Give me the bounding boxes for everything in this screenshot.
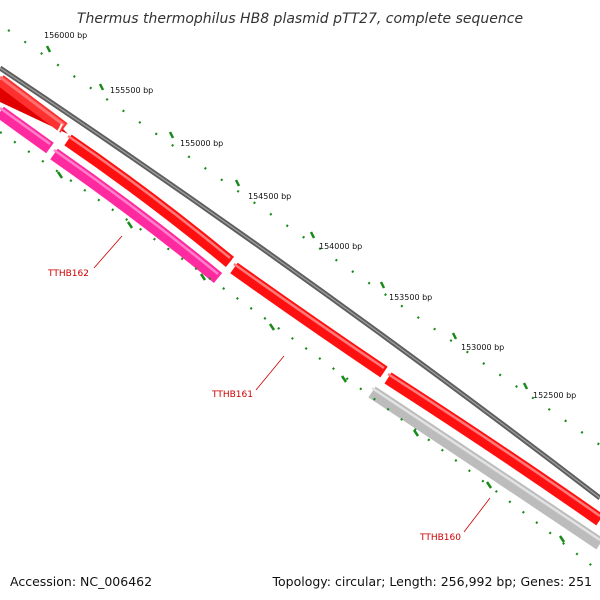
- gene-block-forward: [230, 262, 388, 378]
- tick-mark: [309, 231, 316, 239]
- gene-label-tthb161: TTHB161: [211, 390, 253, 400]
- reverse-gene-track: [0, 106, 600, 550]
- gene-tthb160: [368, 386, 600, 550]
- tick-mark: [412, 429, 420, 437]
- tick-mark: [268, 323, 276, 331]
- inner-scale-ring: [0, 131, 600, 573]
- tick-mark: [340, 375, 348, 383]
- forward-gene-track: [0, 75, 600, 526]
- gene-tthb162: [0, 106, 54, 154]
- tick-mark: [558, 535, 566, 543]
- tick-label-153000: 153000 bp: [461, 343, 504, 352]
- tick-label-154500: 154500 bp: [248, 192, 291, 201]
- tick-mark: [451, 332, 458, 340]
- leader-line-tthb160: [463, 497, 491, 533]
- tick-label-155500: 155500 bp: [110, 86, 153, 95]
- tick-label-155000: 155000 bp: [180, 139, 223, 148]
- outer-scale-ring: [7, 29, 600, 446]
- tick-mark: [98, 83, 105, 91]
- tick-label-156000: 156000 bp: [44, 31, 87, 40]
- gene-label-tthb160: TTHB160: [419, 533, 461, 543]
- gene-label-tthb162: TTHB162: [47, 269, 89, 279]
- gene-block-forward: [384, 372, 600, 526]
- tick-mark: [522, 382, 529, 390]
- tick-mark: [379, 281, 386, 289]
- sequence-backbone: [0, 65, 600, 500]
- tick-mark: [199, 273, 207, 281]
- tick-mark: [45, 45, 52, 53]
- map-title: Thermus thermophilus HB8 plasmid pTT27, …: [77, 11, 523, 27]
- tick-label-152500: 152500 bp: [533, 391, 576, 400]
- leader-line-tthb162: [93, 235, 123, 269]
- tick-mark: [234, 179, 241, 187]
- tick-label-154000: 154000 bp: [319, 242, 362, 251]
- summary-text: Topology: circular; Length: 256,992 bp; …: [272, 574, 593, 589]
- tick-mark: [56, 171, 64, 179]
- tick-mark: [485, 481, 493, 489]
- tick-mark: [126, 221, 134, 229]
- inner-tick-marks: [56, 171, 566, 543]
- tick-label-153500: 153500 bp: [389, 293, 432, 302]
- accession-text: Accession: NC_006462: [10, 574, 152, 589]
- gene-labels: TTHB162 TTHB161 TTHB160: [47, 235, 491, 543]
- leader-line-tthb161: [255, 355, 285, 391]
- tick-mark: [168, 131, 175, 139]
- tick-labels: 156000 bp 155500 bp 155000 bp 154500 bp …: [44, 31, 576, 400]
- gene-tthb161: [64, 134, 235, 268]
- outer-tick-marks: [45, 45, 529, 390]
